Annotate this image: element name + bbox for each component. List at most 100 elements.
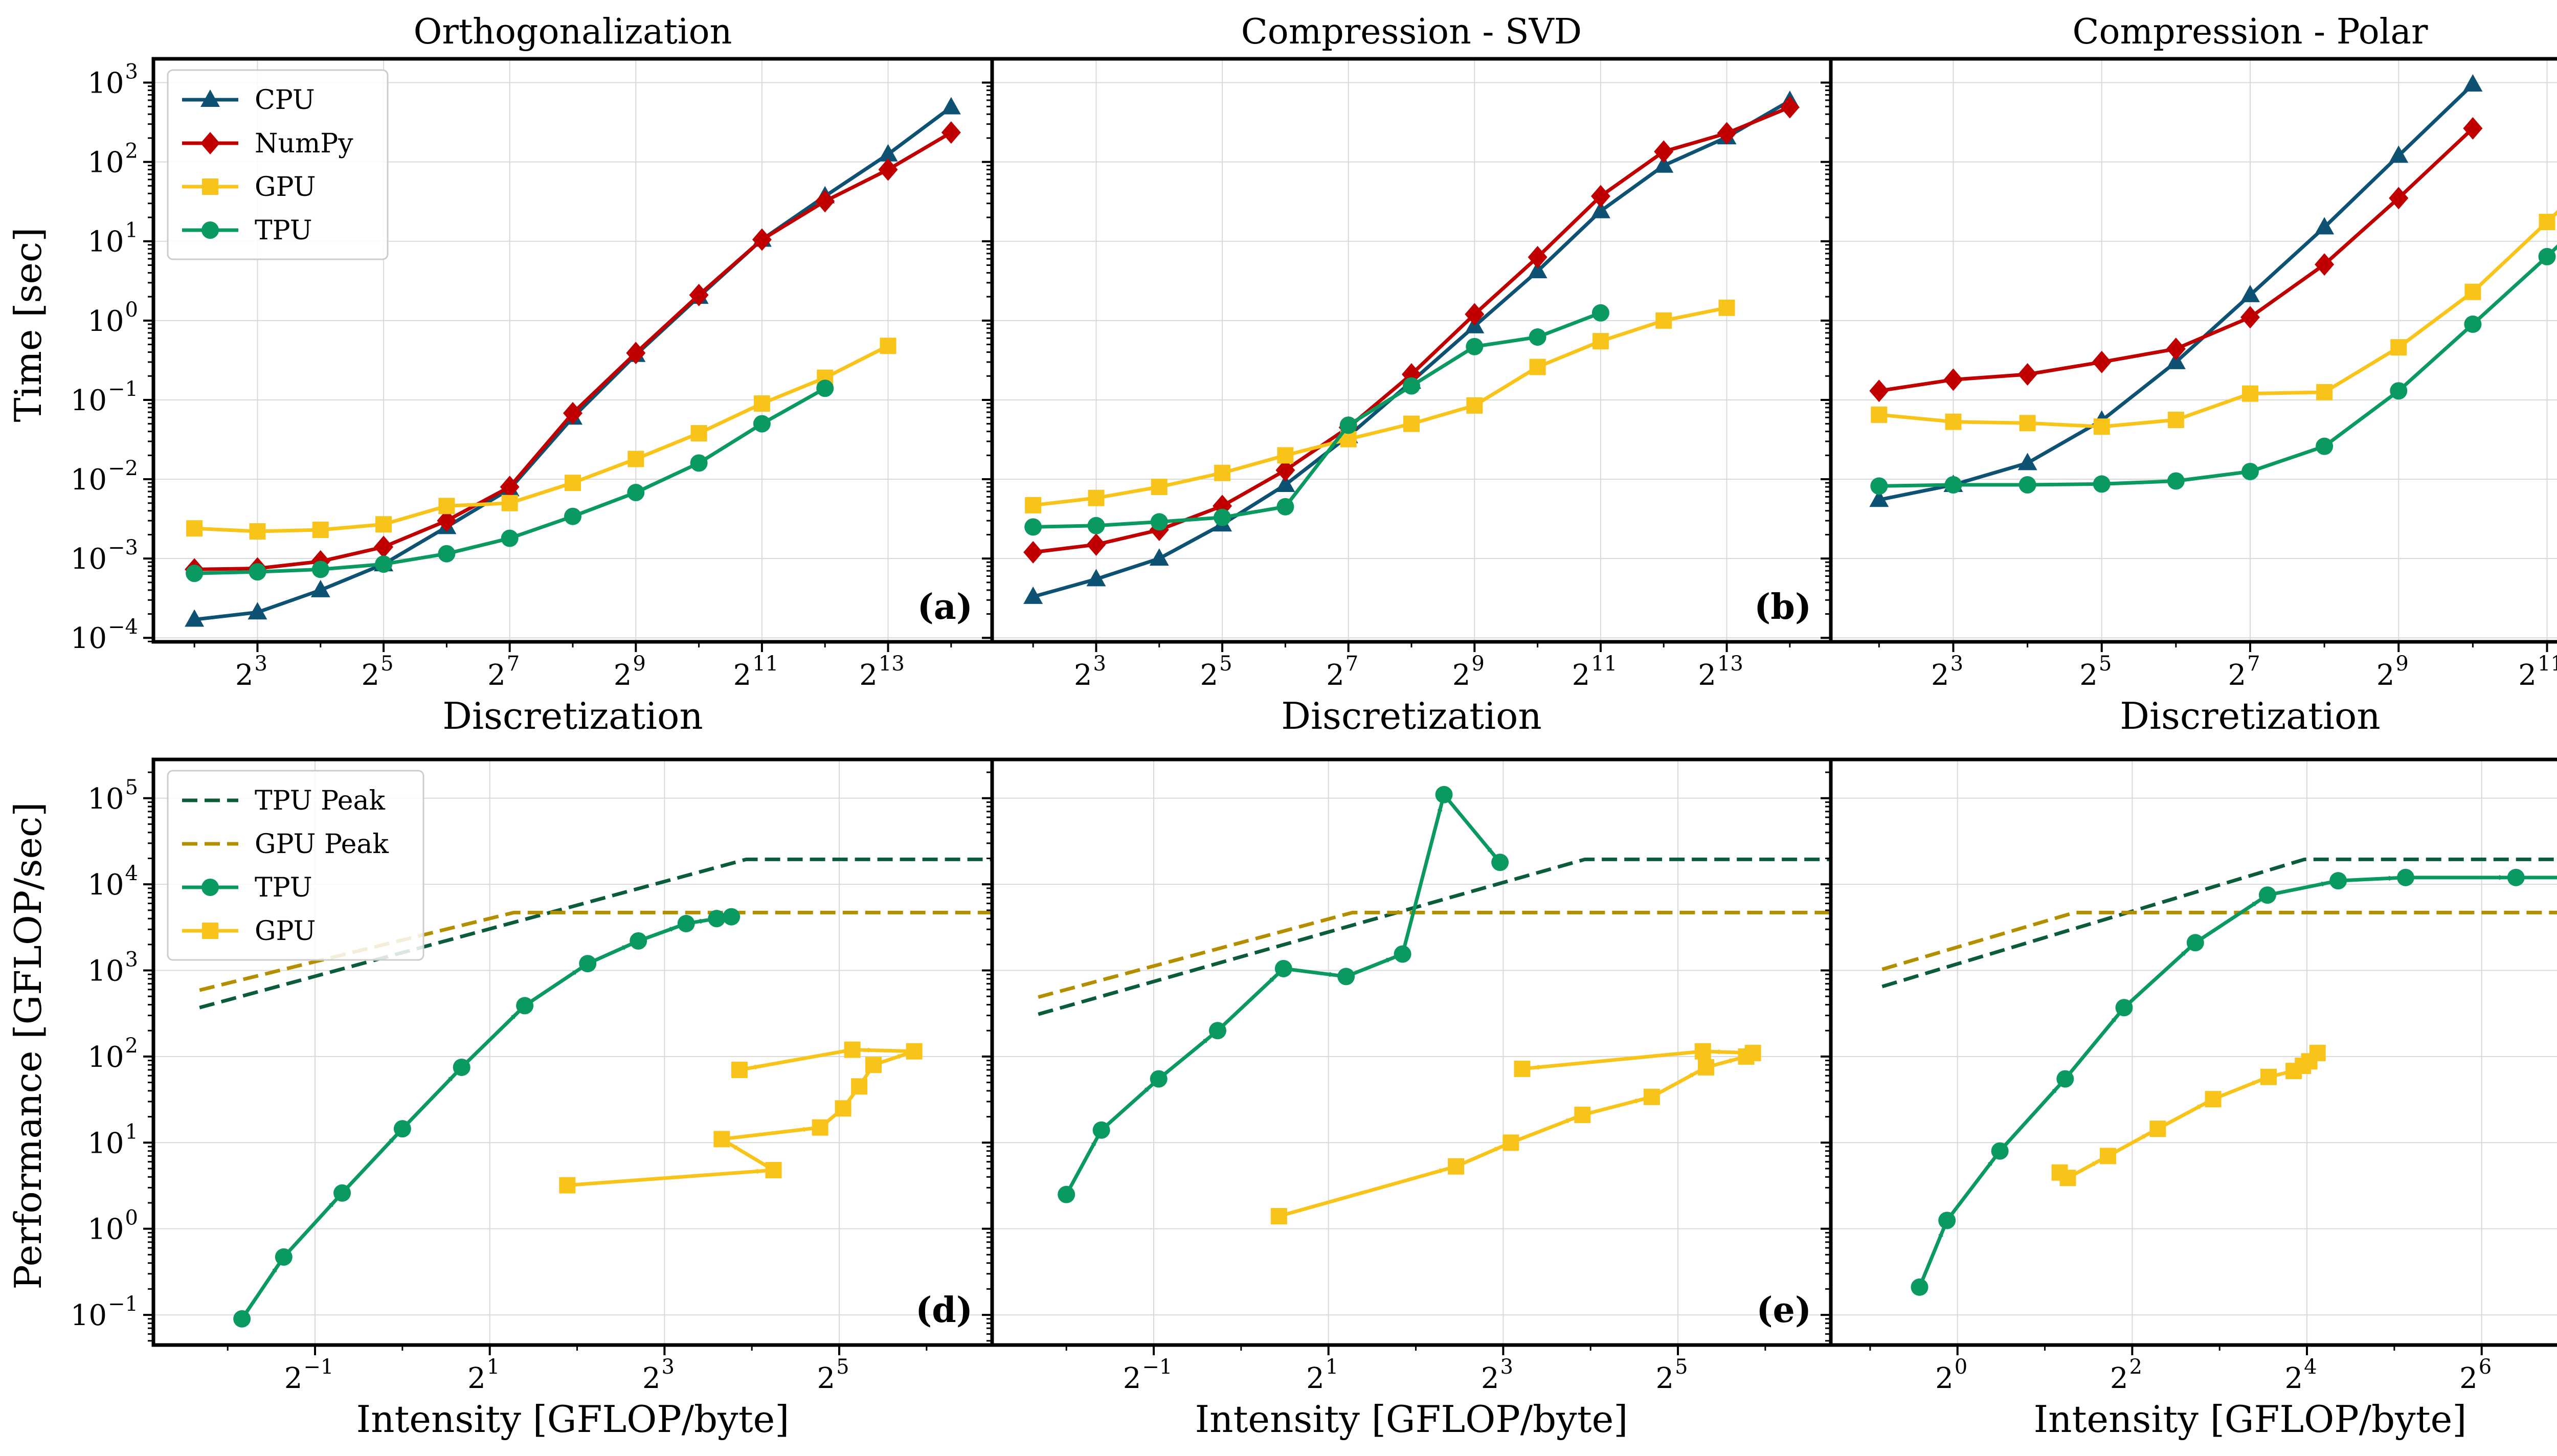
series-tpu xyxy=(1058,786,1509,1203)
series-tpu xyxy=(1911,868,2557,1296)
panel-c: 23 25 27 29 211 Compression - Polar Discretiza… xyxy=(1821,12,2557,737)
marker-square-5 xyxy=(2260,1068,2277,1085)
series-gpu xyxy=(559,1041,923,1194)
marker-square-8 xyxy=(690,425,707,442)
marker-triangle-legend xyxy=(200,89,220,107)
marker-circle-5 xyxy=(2186,934,2204,952)
legend-entry-tpu-peak: TPU Peak xyxy=(182,786,386,816)
marker-diamond-3 xyxy=(374,535,394,558)
marker-diamond-0 xyxy=(1023,541,1043,564)
marker-circle-0 xyxy=(1911,1278,1928,1296)
arrow xyxy=(752,1067,755,1068)
marker-square-6 xyxy=(565,475,581,491)
marker-diamond-8 xyxy=(689,283,709,306)
marker-square-8 xyxy=(844,1041,861,1058)
arrow xyxy=(1990,1161,1993,1163)
x-axis-label: Discretization xyxy=(2120,695,2381,737)
x-tick-label: 25 xyxy=(817,1355,849,1395)
x-tick-label: 23 xyxy=(1074,652,1106,692)
panel-a: 23 25 27 29 211 21310−410−310−210−11001011021… xyxy=(71,12,994,737)
marker-circle-3 xyxy=(1214,508,1231,526)
arrow xyxy=(672,928,675,929)
arrow xyxy=(1693,1072,1695,1074)
marker-square-4 xyxy=(2205,1091,2222,1108)
y-ticks xyxy=(1821,81,1831,642)
x-tick-label: 27 xyxy=(1326,652,1358,692)
x-tick-label: 213 xyxy=(1698,652,1743,692)
gpu-peak-line xyxy=(199,910,992,992)
marker-circle-legend xyxy=(201,221,219,239)
legend-entry-numpy: NumPy xyxy=(182,128,353,159)
marker-diamond-7 xyxy=(2389,187,2409,210)
marker-square-1 xyxy=(1945,413,1962,430)
marker-diamond-1 xyxy=(1943,368,1963,391)
panel-title: Compression - SVD xyxy=(1241,12,1582,52)
plot-area xyxy=(185,97,961,627)
x-axis-label: Discretization xyxy=(442,695,703,737)
marker-circle-2 xyxy=(333,1184,351,1202)
tpu-line xyxy=(1879,244,2557,488)
marker-circle-5 xyxy=(1337,968,1355,985)
axes-frame xyxy=(1829,57,2557,644)
marker-square-4 xyxy=(2167,411,2184,428)
marker-square-4 xyxy=(438,498,455,514)
marker-triangle-4 xyxy=(2166,351,2186,369)
marker-diamond-11 xyxy=(1717,122,1737,145)
panel-label: (d) xyxy=(915,1290,973,1331)
plot-area xyxy=(199,857,992,1328)
marker-square-4 xyxy=(1277,447,1294,464)
marker-square-0 xyxy=(1270,1208,1287,1225)
x-tick-label: 25 xyxy=(1200,652,1232,692)
legend-box xyxy=(167,69,389,260)
tpu-line xyxy=(1065,793,1501,1196)
marker-square-legend xyxy=(202,178,218,195)
series-gpu xyxy=(2051,1044,2326,1186)
marker-diamond-2 xyxy=(2017,363,2037,386)
y-tick-label: 101 xyxy=(87,1120,138,1160)
marker-circle-10 xyxy=(723,908,741,926)
marker-circle-4 xyxy=(2115,999,2133,1017)
marker-circle-2 xyxy=(1150,513,1168,531)
gpu-line xyxy=(194,344,889,533)
panel-label: (e) xyxy=(1756,1290,1811,1331)
marker-diamond-9 xyxy=(752,228,772,251)
marker-circle-3 xyxy=(393,1120,411,1138)
arrow xyxy=(275,1267,278,1270)
arrow xyxy=(451,1076,454,1078)
arrow xyxy=(1534,1067,1537,1068)
panel-title: Orthogonalization xyxy=(414,12,732,52)
y-axis-label-performance: Performance [GFLOP/sec] xyxy=(7,802,50,1289)
arrow xyxy=(1147,1086,1149,1089)
series-gpu xyxy=(1025,299,1735,513)
marker-circle-5 xyxy=(1339,416,1357,434)
marker-circle-0 xyxy=(1058,1185,1075,1203)
marker-circle-7 xyxy=(630,932,647,950)
arrow xyxy=(575,970,577,972)
marker-circle-8 xyxy=(2464,315,2482,333)
legend-label: TPU Peak xyxy=(255,786,386,816)
marker-diamond-7 xyxy=(626,342,646,365)
tpu-peak-line xyxy=(1881,857,2557,989)
marker-circle-5 xyxy=(501,529,519,547)
x-tick-label: 27 xyxy=(2228,652,2260,692)
marker-diamond-5 xyxy=(2240,306,2260,329)
marker-diamond-4 xyxy=(1275,459,1295,482)
marker-circle-2 xyxy=(2018,476,2036,494)
x-axis-label: Intensity [GFLOP/byte] xyxy=(1195,1398,1628,1441)
marker-diamond-6 xyxy=(563,401,582,424)
x-tick-label: 29 xyxy=(1452,652,1485,692)
marker-square-0 xyxy=(1871,406,1888,423)
tpu-line xyxy=(1918,876,2557,1288)
arrow xyxy=(2323,883,2326,884)
marker-circle-8 xyxy=(690,454,708,472)
marker-square-legend xyxy=(202,923,218,939)
arrow xyxy=(1497,1147,1500,1149)
x-tick-label: 22 xyxy=(2110,1355,2142,1395)
marker-square-10 xyxy=(1655,312,1672,329)
arrow xyxy=(732,1145,735,1147)
arrow xyxy=(1732,1060,1735,1061)
y-tick-label: 100 xyxy=(87,1206,138,1246)
marker-square-2 xyxy=(1151,479,1168,496)
marker-triangle-11 xyxy=(878,144,898,162)
arrow xyxy=(514,1014,516,1016)
